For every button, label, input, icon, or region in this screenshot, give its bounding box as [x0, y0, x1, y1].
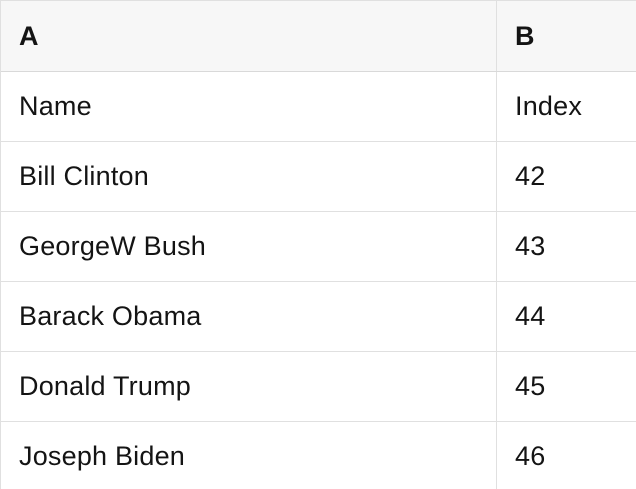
cell-b2[interactable]: 42 [497, 142, 636, 211]
table-row-1: Name Index [1, 72, 636, 142]
cell-a1[interactable]: Name [1, 72, 497, 141]
cell-a3[interactable]: GeorgeW Bush [1, 212, 497, 281]
cell-b6[interactable]: 46 [497, 422, 636, 489]
cell-b5[interactable]: 45 [497, 352, 636, 421]
cell-a5[interactable]: Donald Trump [1, 352, 497, 421]
table-row-5: Donald Trump 45 [1, 352, 636, 422]
cell-a4[interactable]: Barack Obama [1, 282, 497, 351]
column-header-row: A B [1, 1, 636, 72]
table-row-2: Bill Clinton 42 [1, 142, 636, 212]
table-row-6: Joseph Biden 46 [1, 422, 636, 489]
cell-a2[interactable]: Bill Clinton [1, 142, 497, 211]
cell-b4[interactable]: 44 [497, 282, 636, 351]
cell-b3[interactable]: 43 [497, 212, 636, 281]
table-row-3: GeorgeW Bush 43 [1, 212, 636, 282]
table-row-4: Barack Obama 44 [1, 282, 636, 352]
column-header-b[interactable]: B [497, 1, 636, 71]
column-header-a[interactable]: A [1, 1, 497, 71]
cell-b1[interactable]: Index [497, 72, 636, 141]
cell-a6[interactable]: Joseph Biden [1, 422, 497, 489]
